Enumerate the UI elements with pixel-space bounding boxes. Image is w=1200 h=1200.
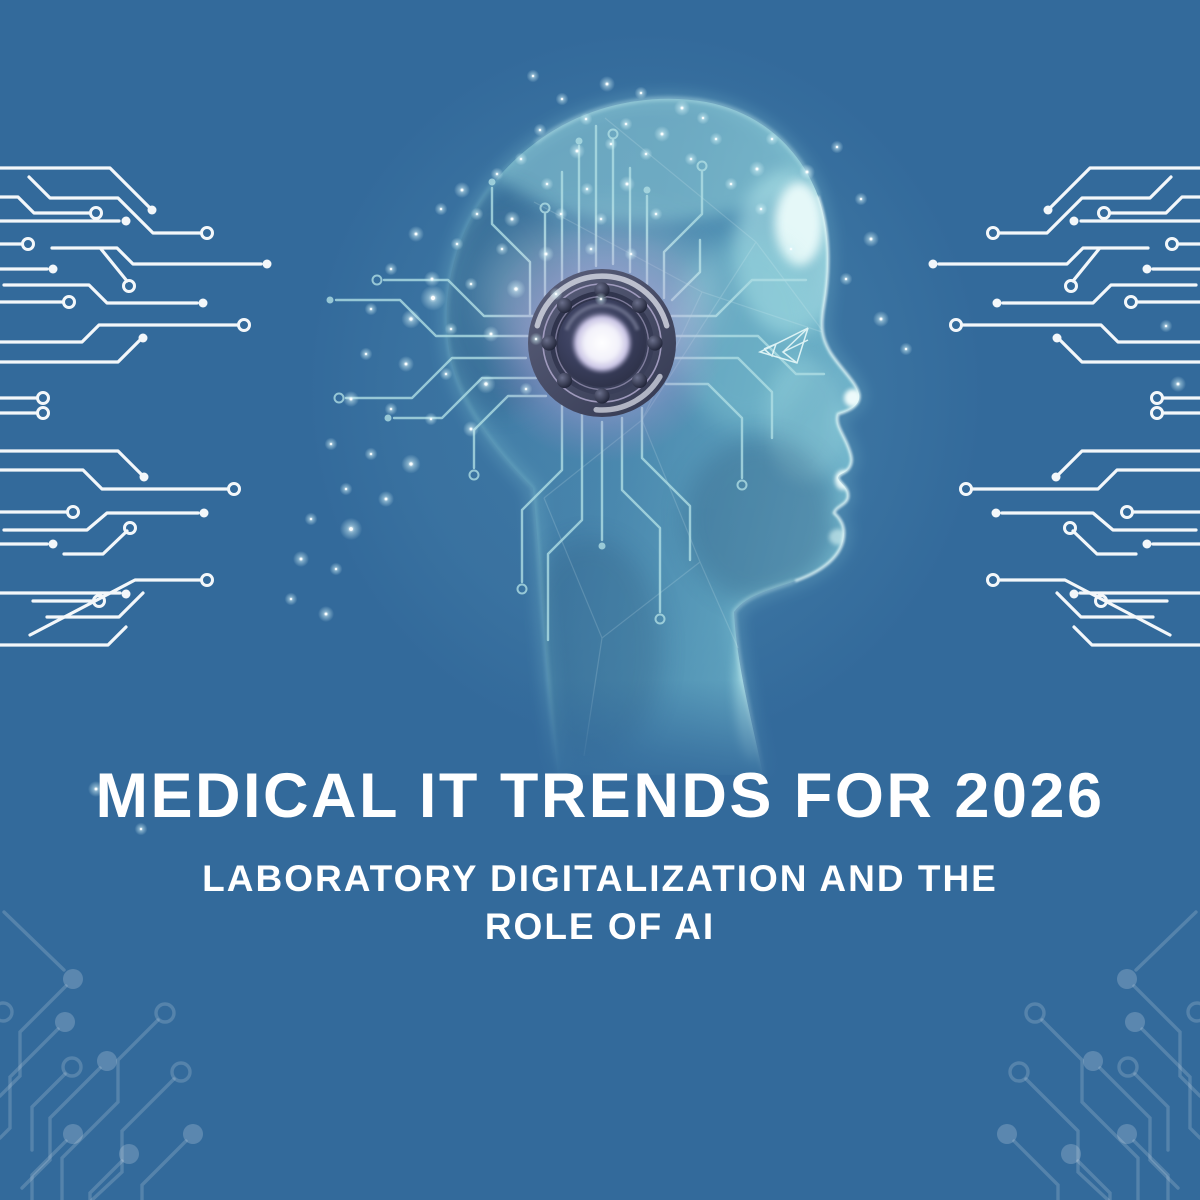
circuit-board-pattern-bottom-right xyxy=(995,910,1200,1200)
neck-fade xyxy=(430,680,890,810)
brain-core-hub-icon xyxy=(482,217,722,463)
wireframe-eye-icon xyxy=(757,327,809,364)
circuit-board-pattern-bottom-left xyxy=(0,910,205,1200)
bearing-balls xyxy=(541,282,663,404)
sparkles xyxy=(88,69,1186,836)
circuit-board-pattern-left xyxy=(0,166,274,647)
